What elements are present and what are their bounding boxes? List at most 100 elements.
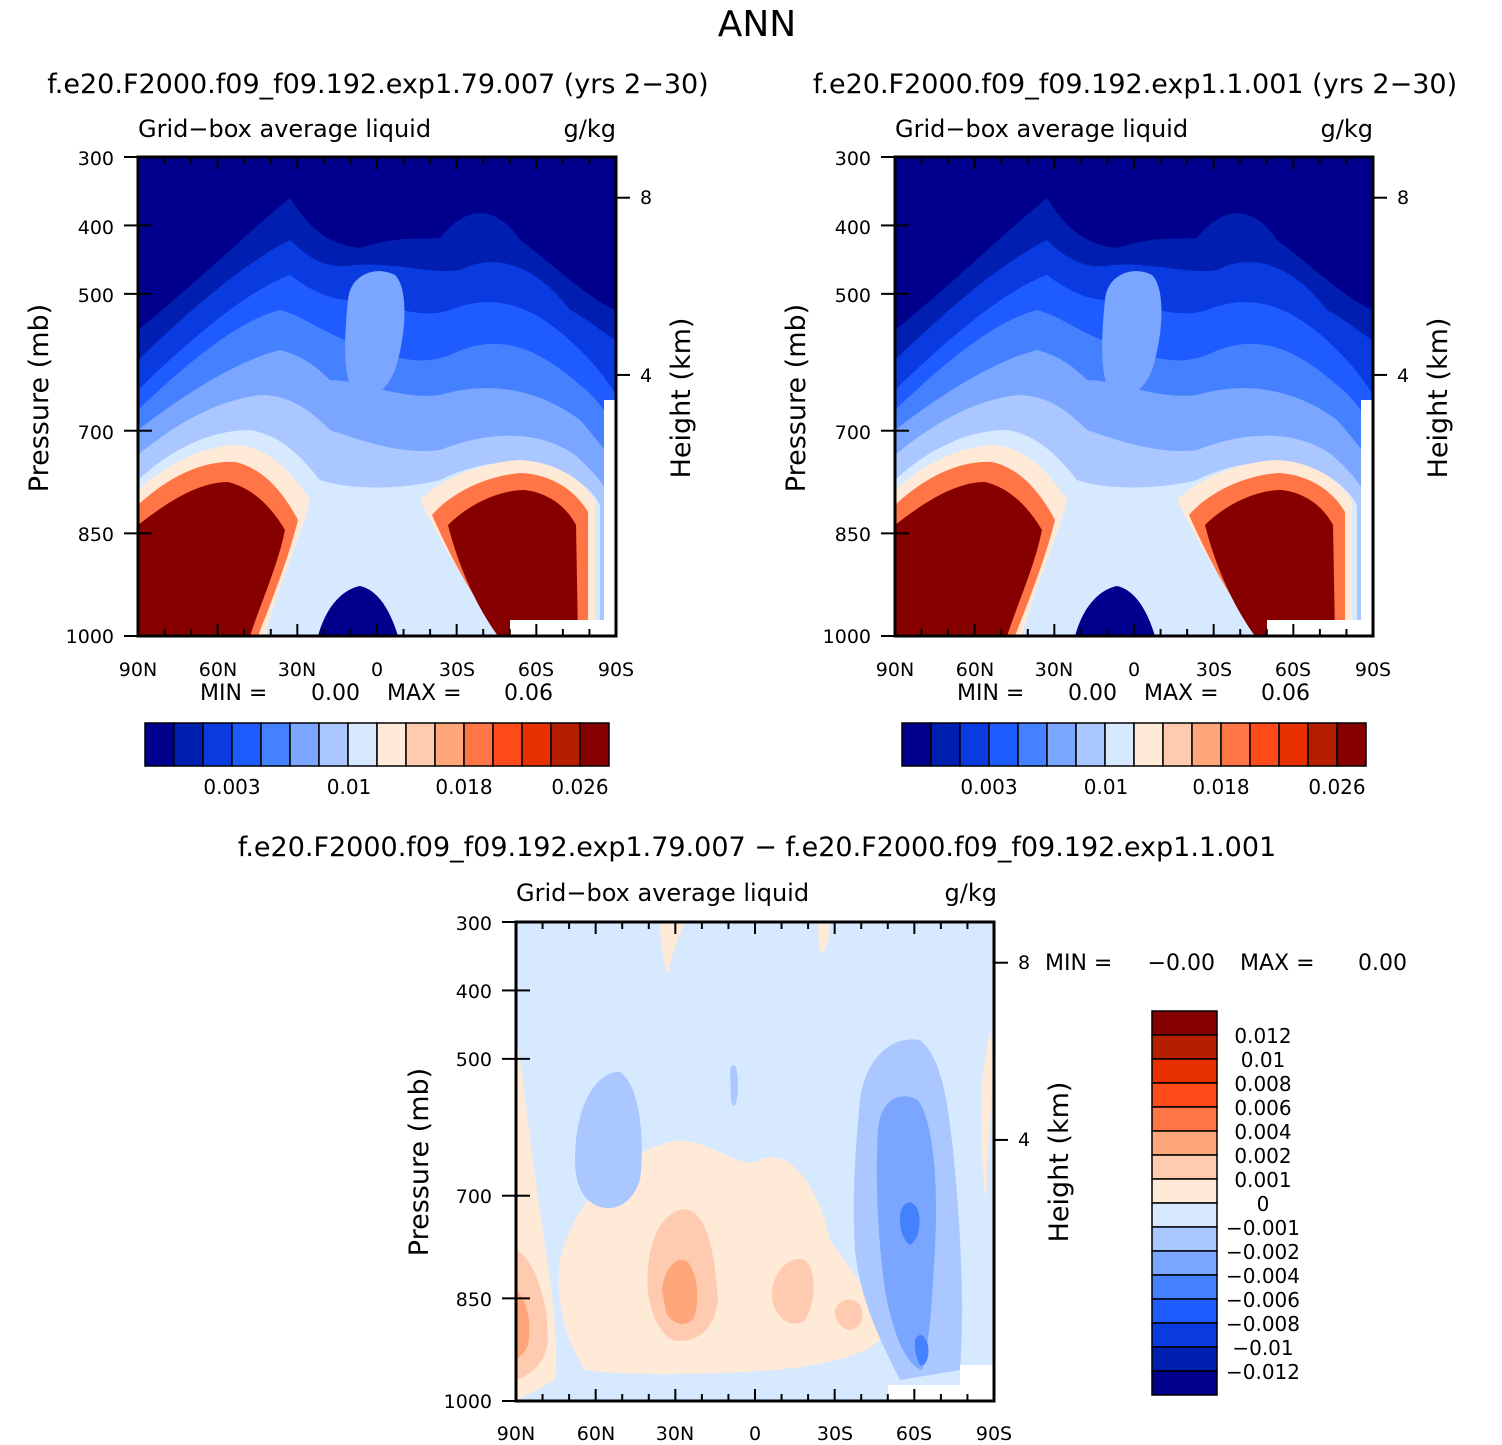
- colorbar-swatch: [579, 722, 610, 767]
- colorbar-label: −0.01: [1232, 1336, 1293, 1360]
- axis-ticks: [502, 921, 1008, 1402]
- contour-deep-minimum: [1075, 586, 1155, 636]
- x-tick-label: 30N: [1035, 659, 1073, 681]
- contour-level-16: [895, 482, 1335, 636]
- min-max-stats: MIN = 0.00 MAX = 0.06: [200, 681, 553, 706]
- units-label: g/kg: [564, 115, 616, 143]
- y2-tick-label: 8: [640, 187, 652, 209]
- colorbar-swatch: [1151, 1250, 1218, 1276]
- contour-level-6-upper: [1102, 271, 1162, 398]
- colorbar-swatch: [347, 722, 378, 767]
- colorbar-swatch: [1162, 722, 1193, 767]
- colorbar-swatch: [1133, 722, 1164, 767]
- max-value: 0.06: [504, 681, 553, 706]
- colorbar-swatch: [1151, 1202, 1218, 1228]
- y-axis-labels: 300 400 500 700 850 1000: [444, 913, 492, 1413]
- contour-field: [895, 157, 1373, 636]
- colorbar-swatch: [1151, 1226, 1218, 1252]
- colorbar-label: 0.003: [203, 775, 260, 799]
- colorbar-label: −0.012: [1226, 1360, 1300, 1384]
- colorbar-swatch: [1151, 1154, 1218, 1180]
- x-tick-label: 60N: [577, 1423, 615, 1445]
- y-tick-label: 1000: [823, 626, 871, 648]
- colorbar-swatch: [434, 722, 465, 767]
- colorbar-label: 0.026: [1308, 775, 1365, 799]
- contour-positive-right-edge: [981, 1030, 993, 1200]
- y-tick-label: 400: [78, 217, 114, 239]
- contour-positive-upper: [660, 922, 830, 975]
- colorbar-swatch: [173, 722, 204, 767]
- y-tick-label: 850: [835, 524, 871, 546]
- colorbar-swatch: [1336, 722, 1367, 767]
- colorbar-swatch: [1151, 1274, 1218, 1300]
- colorbar-swatch: [1151, 1370, 1218, 1396]
- y-tick-label: 700: [835, 422, 871, 444]
- colorbar-swatch: [492, 722, 523, 767]
- y-tick-label: 400: [456, 981, 492, 1003]
- x-tick-label: 30S: [439, 659, 475, 681]
- y-tick-label: 500: [456, 1049, 492, 1071]
- colorbar-label: −0.008: [1226, 1312, 1300, 1336]
- colorbar-label: 0.012: [1234, 1024, 1291, 1048]
- missing-data-below-surface: [888, 1385, 960, 1401]
- colorbar-swatch: [289, 722, 320, 767]
- y-tick-label: 300: [78, 148, 114, 170]
- y-axis-labels: 300 400 500 700 850 1000: [823, 148, 871, 648]
- colorbar-swatch: [1151, 1058, 1218, 1084]
- colorbar-labels: 0.012 0.01 0.008 0.006 0.004 0.002 0.001…: [1226, 1024, 1300, 1384]
- x-tick-label: 90S: [598, 659, 634, 681]
- colorbar-swatch: [1104, 722, 1135, 767]
- colorbar-swatch: [959, 722, 990, 767]
- y2-tick-label: 8: [1397, 187, 1409, 209]
- y2-axis-title: Height (km): [1044, 1082, 1075, 1243]
- colorbar-label: −0.002: [1226, 1240, 1300, 1264]
- colorbar-swatch: [1151, 1346, 1218, 1372]
- panel-case-1: f.e20.F2000.f09_f09.192.exp1.79.007 (yrs…: [24, 69, 709, 799]
- x-axis-labels: 90N 60N 30N 0 30S 60S 90S: [497, 1423, 1012, 1445]
- panel-case-2: f.e20.F2000.f09_f09.192.exp1.1.001 (yrs …: [781, 69, 1457, 799]
- colorbar-swatch: [930, 722, 961, 767]
- colorbar-label: −0.001: [1226, 1216, 1300, 1240]
- x-tick-label: 0: [749, 1423, 761, 1445]
- difference-title: f.e20.F2000.f09_f09.192.exp1.79.007 − f.…: [238, 832, 1276, 863]
- variable-label: Grid−box average liquid: [138, 115, 431, 143]
- x-tick-label: 60N: [199, 659, 237, 681]
- colorbar-swatch: [1151, 1010, 1218, 1036]
- colorbar-label: 0.026: [551, 775, 608, 799]
- colorbar-swatch: [405, 722, 436, 767]
- max-label: MAX =: [1240, 951, 1315, 976]
- x-tick-label: 90N: [497, 1423, 535, 1445]
- colorbar-swatch: [1046, 722, 1077, 767]
- colorbar-swatch: [1151, 1298, 1218, 1324]
- colorbar-label: 0.01: [1241, 1048, 1286, 1072]
- y-axis-labels: 300 400 500 700 850 1000: [66, 148, 114, 648]
- min-max-stats: MIN = −0.00 MAX = 0.00: [1045, 951, 1407, 976]
- panel-difference: f.e20.F2000.f09_f09.192.exp1.79.007 − f.…: [238, 832, 1407, 1445]
- colorbar-swatch: [202, 722, 233, 767]
- y-tick-label: 850: [456, 1289, 492, 1311]
- x-tick-label: 90N: [876, 659, 914, 681]
- colorbar: [144, 722, 610, 767]
- contour-level-6-upper: [345, 271, 405, 398]
- y-tick-label: 500: [78, 285, 114, 307]
- colorbar-swatch: [1151, 1178, 1218, 1204]
- colorbar-label: 0.018: [1192, 775, 1249, 799]
- colorbar-labels: 0.003 0.01 0.018 0.026: [203, 775, 608, 799]
- x-tick-label: 30N: [656, 1423, 694, 1445]
- contour-positive-0.004-left: [516, 1290, 530, 1360]
- min-max-stats: MIN = 0.00 MAX = 0.06: [957, 681, 1310, 706]
- colorbar-label: 0: [1257, 1192, 1270, 1216]
- contour-field: [516, 922, 994, 1401]
- colorbar: [1151, 1010, 1218, 1396]
- y-tick-label: 300: [835, 148, 871, 170]
- colorbar-swatch: [231, 722, 262, 767]
- colorbar-label: 0.003: [960, 775, 1017, 799]
- x-tick-label: 60S: [1275, 659, 1311, 681]
- units-label: g/kg: [945, 879, 997, 907]
- x-axis-labels: 90N 60N 30N 0 30S 60S 90S: [119, 659, 634, 681]
- missing-data-polar: [1361, 400, 1373, 636]
- colorbar-label: 0.008: [1234, 1072, 1291, 1096]
- figure-title: ANN: [718, 4, 797, 45]
- colorbar-swatch: [318, 722, 349, 767]
- y-tick-label: 500: [835, 285, 871, 307]
